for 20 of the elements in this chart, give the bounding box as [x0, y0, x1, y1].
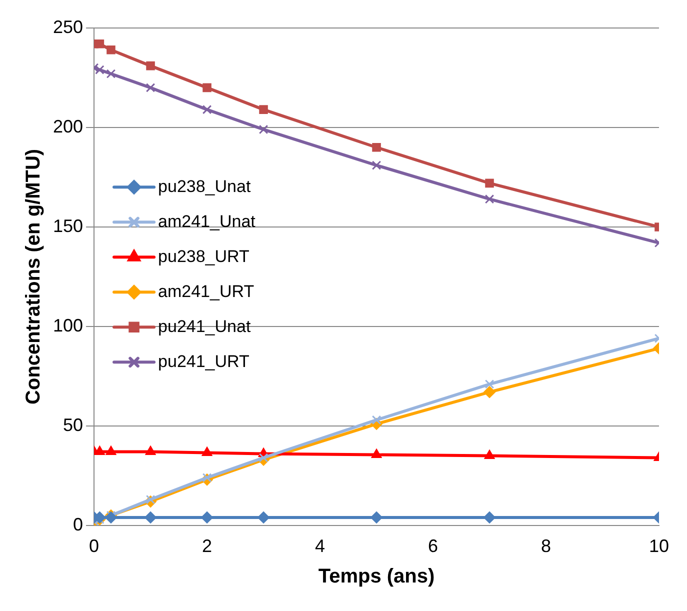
legend-label: pu241_Unat — [158, 316, 251, 336]
legend-label: pu241_URT — [158, 352, 250, 371]
y-tick-label: 200 — [52, 116, 84, 136]
x-tick-label: 8 — [541, 536, 552, 556]
legend-label: pu238_Unat — [158, 176, 251, 196]
y-tick-label: 100 — [52, 315, 84, 336]
y-tick-label: 0 — [73, 514, 84, 534]
legend-label: pu238_URT — [158, 246, 250, 266]
y-tick-label: 50 — [63, 414, 84, 435]
x-tick-label: 2 — [202, 536, 212, 556]
y-axis-title: Concentrations (en g/MTU) — [22, 148, 45, 404]
x-tick-label: 6 — [428, 536, 438, 556]
y-tick-label: 250 — [52, 16, 84, 37]
x-tick-label: 4 — [315, 536, 326, 556]
legend-label: am241_URT — [158, 282, 254, 301]
x-axis-title: Temps (ans) — [318, 566, 435, 588]
x-tick-label: 0 — [89, 536, 100, 556]
legend-label: am241_Unat — [158, 212, 256, 231]
x-tick-label: 10 — [648, 536, 670, 556]
y-tick-label: 150 — [52, 216, 84, 236]
